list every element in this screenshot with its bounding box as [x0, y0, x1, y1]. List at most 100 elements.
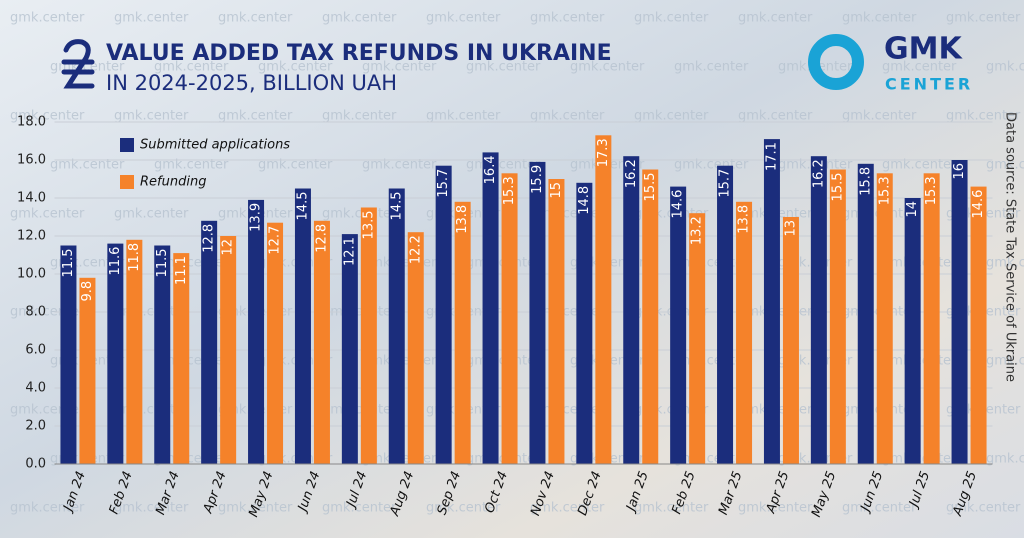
watermark: gmk.center: [114, 501, 189, 516]
value-label: 13.2: [690, 216, 705, 245]
value-label: 11.8: [127, 243, 142, 272]
watermark: gmk.center: [570, 60, 645, 75]
bar: [407, 232, 424, 464]
value-label: 13.8: [737, 205, 752, 234]
value-label: 15.5: [830, 173, 845, 202]
value-label: 15.7: [718, 169, 733, 198]
plot: 0.0 2.0 4.0 6.0 8.0 10.0 12.0 14.0 16.0 18.0 Submi…: [17, 115, 993, 519]
bar: [923, 173, 940, 465]
watermark: gmk.center: [50, 158, 125, 173]
y-tick-label: 14.0: [17, 191, 46, 206]
watermark: gmk.center: [986, 158, 1024, 173]
watermark: gmk.center: [530, 109, 605, 124]
value-label: 14.6: [671, 190, 686, 219]
watermark: gmk.center: [322, 403, 397, 418]
bar: [360, 207, 377, 464]
source-note: Data source: State Tax Service of Ukrain…: [1003, 112, 1018, 382]
bar: [782, 217, 799, 464]
watermark: gmk.center: [842, 109, 917, 124]
watermark: gmk.center: [882, 60, 957, 75]
watermark: gmk.center: [426, 109, 501, 124]
bar: [126, 239, 143, 464]
value-label: 12.8: [202, 224, 217, 253]
value-label: 13.8: [455, 205, 470, 234]
watermark: gmk.center: [154, 158, 229, 173]
bar: [623, 156, 640, 464]
value-label: 12.7: [268, 226, 283, 255]
bar: [79, 277, 96, 464]
currency-icon: [61, 39, 95, 89]
bar: [810, 156, 827, 464]
value-label: 11.1: [174, 256, 189, 285]
y-tick-label: 18.0: [17, 115, 46, 130]
legend-swatch: [120, 175, 134, 189]
bar: [970, 186, 987, 464]
watermark: gmk.center: [738, 501, 813, 516]
watermark: gmk.center: [634, 501, 709, 516]
value-label: 14.6: [971, 190, 986, 219]
watermark: gmk.center: [322, 501, 397, 516]
bar: [689, 213, 706, 464]
bar: [876, 173, 893, 465]
value-label: 11.5: [155, 249, 170, 278]
value-label: 15.8: [858, 167, 873, 196]
watermark: gmk.center: [986, 256, 1024, 271]
legend-label: Submitted applications: [140, 138, 290, 153]
watermark: gmk.center: [738, 11, 813, 26]
watermark: gmk.center: [114, 11, 189, 26]
bar: [294, 188, 311, 464]
value-label: 17.3: [596, 138, 611, 167]
value-label: 14.5: [389, 192, 404, 221]
bar: [642, 169, 659, 464]
bar: [248, 199, 265, 464]
watermark: gmk.center: [986, 452, 1024, 467]
bar: [951, 160, 968, 464]
y-tick-label: 16.0: [17, 153, 46, 168]
bar: [501, 173, 518, 465]
bar: [736, 201, 753, 465]
bar: [595, 135, 612, 465]
watermark: gmk.center: [530, 501, 605, 516]
value-label: 14.5: [295, 192, 310, 221]
value-label: 16.2: [624, 159, 639, 188]
watermark: gmk.center: [322, 109, 397, 124]
logo-mark: [808, 34, 864, 90]
value-label: 12.1: [342, 237, 357, 266]
watermark: gmk.center: [322, 207, 397, 222]
watermark: gmk.center: [882, 158, 957, 173]
value-label: 13: [783, 220, 798, 237]
y-tick-label: 0.0: [25, 457, 46, 472]
value-label: 15.3: [877, 176, 892, 205]
bar: [201, 220, 218, 464]
watermark: gmk.center: [10, 501, 85, 516]
watermark: gmk.center: [258, 158, 333, 173]
legend-swatch: [120, 138, 134, 152]
value-label: 13.9: [249, 203, 264, 232]
value-label: 11.5: [61, 249, 76, 278]
watermark: gmk.center: [674, 60, 749, 75]
watermark: gmk.center: [10, 11, 85, 26]
watermark: gmk.center: [322, 11, 397, 26]
value-label: 16: [952, 163, 967, 180]
y-tick-label: 4.0: [25, 381, 46, 396]
watermark: gmk.center: [466, 60, 541, 75]
value-label: 12.8: [314, 224, 329, 253]
y-tick-label: 6.0: [25, 343, 46, 358]
watermark: gmk.center: [946, 11, 1021, 26]
value-label: 17.1: [764, 142, 779, 171]
value-label: 14: [905, 201, 920, 218]
watermark: gmk.center: [426, 501, 501, 516]
value-label: 15.5: [643, 173, 658, 202]
logo-name: GMK: [884, 32, 963, 67]
bar: [107, 243, 124, 464]
watermark: gmk.center: [10, 207, 85, 222]
watermark: gmk.center: [738, 109, 813, 124]
bar: [313, 220, 330, 464]
bar: [60, 245, 77, 464]
watermark: gmk.center: [218, 501, 293, 516]
watermark: gmk.center: [10, 109, 85, 124]
value-label: 15.3: [502, 176, 517, 205]
bar: [454, 201, 471, 465]
value-label: 9.8: [80, 281, 95, 302]
value-label: 11.6: [108, 247, 123, 276]
